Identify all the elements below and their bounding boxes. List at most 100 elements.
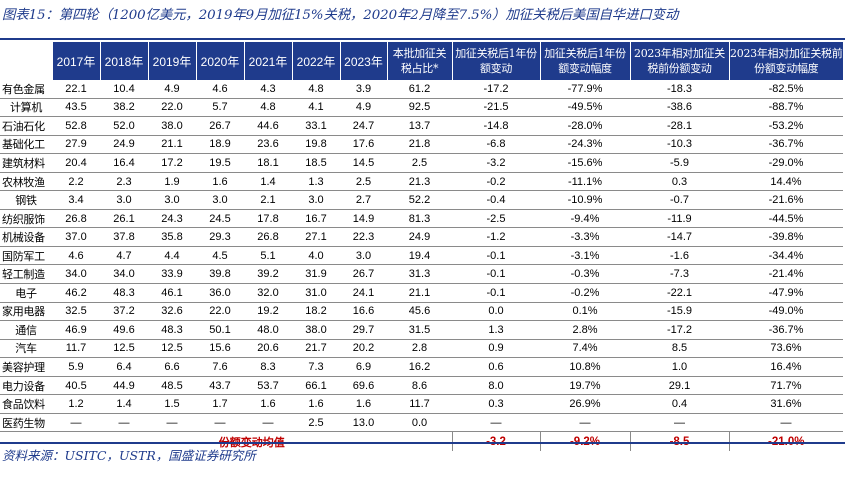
row-label: 农林牧渔 (0, 172, 52, 192)
table-cell: 6.9 (340, 357, 387, 377)
table-cell: 5.1 (244, 246, 292, 266)
table-cell: -82.5% (729, 80, 843, 99)
table-cell: 31.5 (387, 320, 452, 340)
table-cell: 21.1 (148, 135, 196, 155)
table-cell: -49.5% (540, 98, 630, 118)
average-value: -3.2 (451, 431, 540, 452)
table-cell: 27.1 (292, 227, 340, 247)
table-cell: 6.6 (148, 357, 196, 377)
table-cell: 33.9 (148, 264, 196, 285)
table-cell: 24.7 (340, 116, 387, 136)
table-cell: 50.1 (196, 320, 244, 340)
table-cell: 4.3 (244, 80, 292, 99)
table-cell: 17.8 (244, 209, 292, 229)
table-cell: 17.6 (340, 135, 387, 155)
table-cell: -14.8 (452, 116, 540, 136)
table-cell: 10.8% (540, 357, 630, 377)
table-cell: -1.6 (630, 246, 729, 266)
table-row: 计算机 43.5 38.2 22.0 5.7 4.8 4.1 4.9 92.5 -21.5 -49.… (0, 98, 843, 118)
table-cell: 26.7 (196, 116, 244, 136)
table-cell: 1.7 (196, 394, 244, 414)
top-rule (0, 38, 845, 40)
table-cell: 1.6 (196, 172, 244, 192)
table-cell: -0.4 (452, 190, 540, 210)
table-cell: 17.2 (148, 153, 196, 173)
row-label: 家用电器 (0, 302, 52, 322)
table-cell: 3.9 (340, 80, 387, 99)
table-cell: 48.0 (244, 320, 292, 340)
table-cell: -3.1% (540, 246, 630, 266)
col-header: 2021年 (243, 42, 292, 80)
table-cell: 52.2 (387, 190, 452, 210)
table-cell: 7.4% (540, 339, 630, 359)
table-cell: 16.6 (340, 302, 387, 322)
row-label: 通信 (0, 320, 52, 340)
table-cell: 3.0 (148, 190, 196, 210)
table-row: 有色金属 22.1 10.4 4.9 4.6 4.3 4.8 3.9 61.2 -17.2 -77.… (0, 80, 843, 99)
table-row: 食品饮料 1.2 1.4 1.5 1.7 1.6 1.6 1.6 11.7 0.3 26.9% 0.4… (0, 394, 843, 414)
table-cell: 66.1 (292, 376, 340, 396)
table-cell: 8.5 (630, 339, 729, 359)
table-cell: 32.6 (148, 302, 196, 322)
table-cell: 48.5 (148, 376, 196, 396)
row-label: 计算机 (0, 98, 52, 118)
table-cell: 1.2 (52, 394, 100, 414)
table-cell: 31.0 (292, 283, 340, 303)
table-cell: -21.6% (729, 190, 843, 210)
tariff-import-table: 2017年 2018年 2019年 2020年 2021年 2022年 2023… (0, 42, 843, 452)
table-row: 通信 46.9 49.6 48.3 50.1 48.0 38.0 29.7 31.5 1.3 2.8… (0, 320, 843, 340)
table-cell: 4.4 (148, 246, 196, 266)
table-row: 电力设备 40.5 44.9 48.5 43.7 53.7 66.1 69.6 8.6 8.0 19… (0, 376, 843, 396)
table-cell: 4.5 (196, 246, 244, 266)
table-cell: 14.9 (340, 209, 387, 229)
table-cell: 0.0 (452, 302, 540, 322)
table-row: 家用电器 32.5 37.2 32.6 22.0 19.2 18.2 16.6 45.6 0.0 0… (0, 302, 843, 322)
table-cell: 1.3 (452, 320, 540, 340)
table-cell: -11.1% (540, 172, 630, 192)
table-row: 电子 46.2 48.3 46.1 36.0 32.0 31.0 24.1 21.1 -0.1 -0… (0, 283, 843, 303)
table-cell: 20.2 (340, 339, 387, 359)
row-label: 美容护理 (0, 357, 52, 377)
table-cell: -9.4% (540, 209, 630, 229)
table-cell: 16.7 (292, 209, 340, 229)
table-cell: 0.6 (452, 357, 540, 377)
row-label: 纺织服饰 (0, 209, 52, 229)
table-cell: 53.7 (244, 376, 292, 396)
row-label: 建筑材料 (0, 153, 52, 173)
table-cell: 45.6 (387, 302, 452, 322)
table-cell: 1.9 (148, 172, 196, 192)
table-cell: 26.9% (540, 394, 630, 414)
table-cell: 18.2 (292, 302, 340, 322)
table-cell: 49.6 (100, 320, 148, 340)
table-cell: -0.2% (540, 283, 630, 303)
table-cell: 14.4% (729, 172, 843, 192)
table-cell: 1.3 (292, 172, 340, 192)
table-cell: 39.8 (196, 264, 244, 285)
table-cell: 27.9 (52, 135, 100, 155)
row-label: 有色金属 (0, 80, 52, 99)
table-cell: -10.3 (630, 135, 729, 155)
table-cell: -3.2 (452, 153, 540, 173)
col-header: 2017年 (51, 42, 100, 80)
table-cell: -18.3 (630, 80, 729, 99)
col-header: 2023年相对加征关税前份额变动幅度 (728, 42, 843, 80)
table-cell: 7.3 (292, 357, 340, 377)
table-cell: 16.4% (729, 357, 843, 377)
col-header: 2022年 (291, 42, 340, 80)
table-cell: 38.0 (292, 320, 340, 340)
table-cell: — (196, 413, 244, 433)
table-cell: 31.6% (729, 394, 843, 414)
table-cell: -5.9 (630, 153, 729, 173)
table-cell: 26.8 (52, 209, 100, 229)
table-cell: 34.0 (100, 264, 148, 285)
table-cell: 22.1 (52, 80, 100, 99)
table-row: 基础化工 27.9 24.9 21.1 18.9 23.6 19.8 17.6 21.8 -6.8… (0, 135, 843, 155)
table-cell: -6.8 (452, 135, 540, 155)
table-cell: 1.4 (244, 172, 292, 192)
table-cell: 18.9 (196, 135, 244, 155)
table-cell: 19.2 (244, 302, 292, 322)
table-cell: 52.0 (100, 116, 148, 136)
table-cell: 38.0 (148, 116, 196, 136)
average-value: -21.0% (728, 431, 843, 452)
col-header: 2023年 (339, 42, 387, 80)
